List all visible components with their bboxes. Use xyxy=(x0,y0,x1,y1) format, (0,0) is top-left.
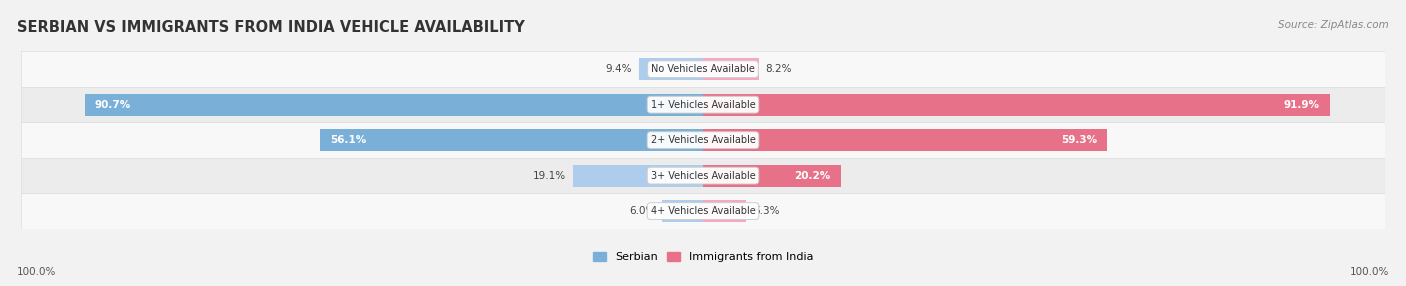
Bar xyxy=(84,94,703,116)
Bar xyxy=(703,165,841,186)
Text: 56.1%: 56.1% xyxy=(330,135,367,145)
Text: 8.2%: 8.2% xyxy=(766,64,792,74)
Text: No Vehicles Available: No Vehicles Available xyxy=(651,64,755,74)
Text: 3+ Vehicles Available: 3+ Vehicles Available xyxy=(651,171,755,180)
Bar xyxy=(21,122,1385,158)
Bar xyxy=(21,193,1385,229)
Text: 100.0%: 100.0% xyxy=(1350,267,1389,277)
Bar xyxy=(662,200,703,222)
Text: 1+ Vehicles Available: 1+ Vehicles Available xyxy=(651,100,755,110)
Bar xyxy=(703,58,759,80)
Bar xyxy=(572,165,703,186)
Bar xyxy=(703,129,1108,151)
Text: 59.3%: 59.3% xyxy=(1062,135,1097,145)
Text: 100.0%: 100.0% xyxy=(17,267,56,277)
Bar xyxy=(638,58,703,80)
Bar xyxy=(21,51,1385,87)
Text: 20.2%: 20.2% xyxy=(794,171,831,180)
Text: 9.4%: 9.4% xyxy=(606,64,633,74)
Text: 4+ Vehicles Available: 4+ Vehicles Available xyxy=(651,206,755,216)
Text: 19.1%: 19.1% xyxy=(533,171,567,180)
Text: SERBIAN VS IMMIGRANTS FROM INDIA VEHICLE AVAILABILITY: SERBIAN VS IMMIGRANTS FROM INDIA VEHICLE… xyxy=(17,20,524,35)
Legend: Serbian, Immigrants from India: Serbian, Immigrants from India xyxy=(593,252,813,262)
Bar xyxy=(21,158,1385,193)
Text: Source: ZipAtlas.com: Source: ZipAtlas.com xyxy=(1278,20,1389,30)
Text: 6.0%: 6.0% xyxy=(628,206,655,216)
Text: 6.3%: 6.3% xyxy=(752,206,779,216)
Bar xyxy=(703,94,1330,116)
Text: 2+ Vehicles Available: 2+ Vehicles Available xyxy=(651,135,755,145)
Bar xyxy=(703,200,747,222)
Text: 91.9%: 91.9% xyxy=(1284,100,1319,110)
Bar xyxy=(321,129,703,151)
Bar xyxy=(21,87,1385,122)
Text: 90.7%: 90.7% xyxy=(94,100,131,110)
